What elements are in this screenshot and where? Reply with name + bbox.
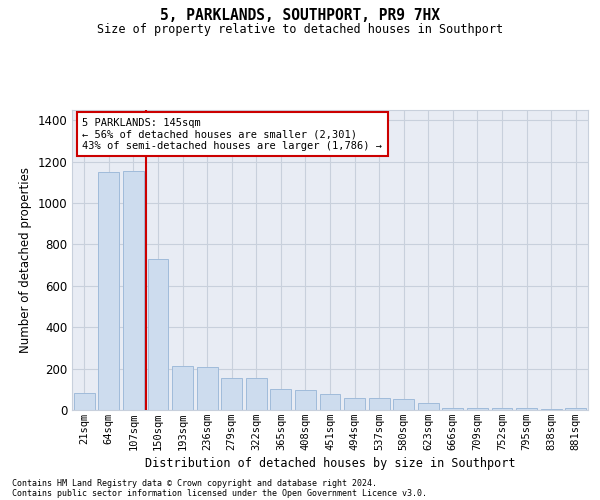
Bar xyxy=(246,378,267,410)
Y-axis label: Number of detached properties: Number of detached properties xyxy=(19,167,32,353)
Bar xyxy=(491,408,512,410)
Bar xyxy=(172,366,193,410)
Bar xyxy=(271,390,292,410)
Bar xyxy=(295,390,316,410)
Bar xyxy=(565,408,586,410)
Bar xyxy=(442,408,463,410)
Bar xyxy=(516,408,537,410)
Bar xyxy=(221,378,242,410)
Bar xyxy=(393,398,414,410)
Bar xyxy=(98,172,119,410)
Bar xyxy=(467,408,488,410)
Bar xyxy=(368,398,389,410)
Bar xyxy=(418,403,439,410)
Bar xyxy=(320,394,340,410)
Text: 5 PARKLANDS: 145sqm
← 56% of detached houses are smaller (2,301)
43% of semi-det: 5 PARKLANDS: 145sqm ← 56% of detached ho… xyxy=(82,118,382,150)
Text: Size of property relative to detached houses in Southport: Size of property relative to detached ho… xyxy=(97,22,503,36)
Bar xyxy=(344,398,365,410)
Bar xyxy=(148,259,169,410)
Bar xyxy=(541,409,562,410)
Bar xyxy=(74,394,95,410)
Bar xyxy=(123,171,144,410)
Text: 5, PARKLANDS, SOUTHPORT, PR9 7HX: 5, PARKLANDS, SOUTHPORT, PR9 7HX xyxy=(160,8,440,22)
Bar xyxy=(197,366,218,410)
Text: Distribution of detached houses by size in Southport: Distribution of detached houses by size … xyxy=(145,457,515,470)
Text: Contains HM Land Registry data © Crown copyright and database right 2024.: Contains HM Land Registry data © Crown c… xyxy=(12,478,377,488)
Text: Contains public sector information licensed under the Open Government Licence v3: Contains public sector information licen… xyxy=(12,488,427,498)
